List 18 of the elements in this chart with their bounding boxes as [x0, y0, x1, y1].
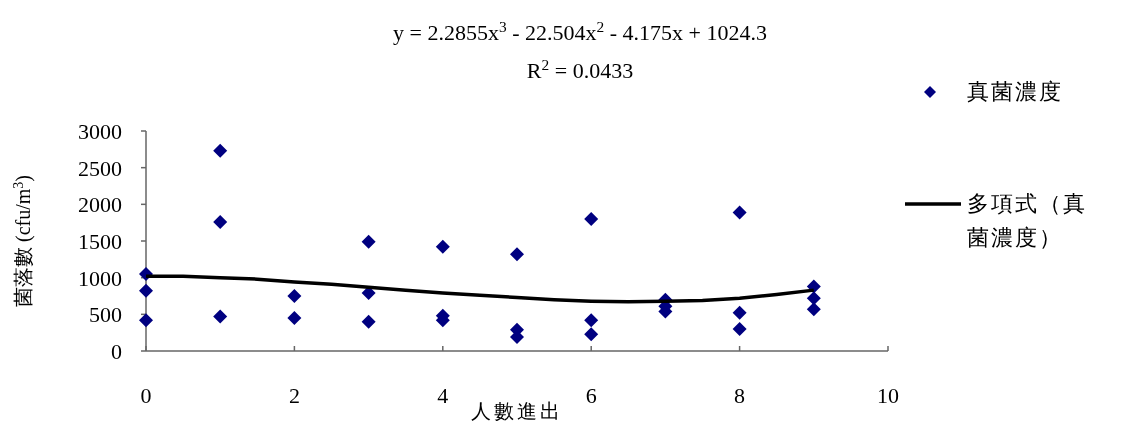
legend: 多項式（真菌濃度） — [967, 191, 1087, 250]
xtick: 4 — [437, 383, 449, 408]
xtick: 8 — [734, 383, 746, 408]
ytick: 3000 — [78, 119, 122, 144]
xlabel: 人數進出 — [471, 400, 563, 422]
xtick: 10 — [877, 383, 899, 408]
subtitle: R$^{2}$ = 0.0433 — [526, 55, 634, 83]
ytick: 1000 — [78, 265, 122, 291]
xtick: 2 — [288, 383, 300, 408]
ytick: 0 — [111, 339, 122, 364]
ytick: 2000 — [78, 192, 122, 218]
title: y = 2.2855x$^{3}$ - 22.504x$^{2}$ - 4.175x + 1024.3 — [393, 17, 767, 45]
ytick: 2500 — [78, 155, 122, 181]
xtick: 6 — [585, 383, 597, 408]
legend: 真菌濃度 — [967, 79, 1063, 104]
xtick: 0 — [140, 383, 152, 408]
ytick: 1500 — [78, 229, 122, 254]
ytick: 500 — [89, 302, 122, 328]
